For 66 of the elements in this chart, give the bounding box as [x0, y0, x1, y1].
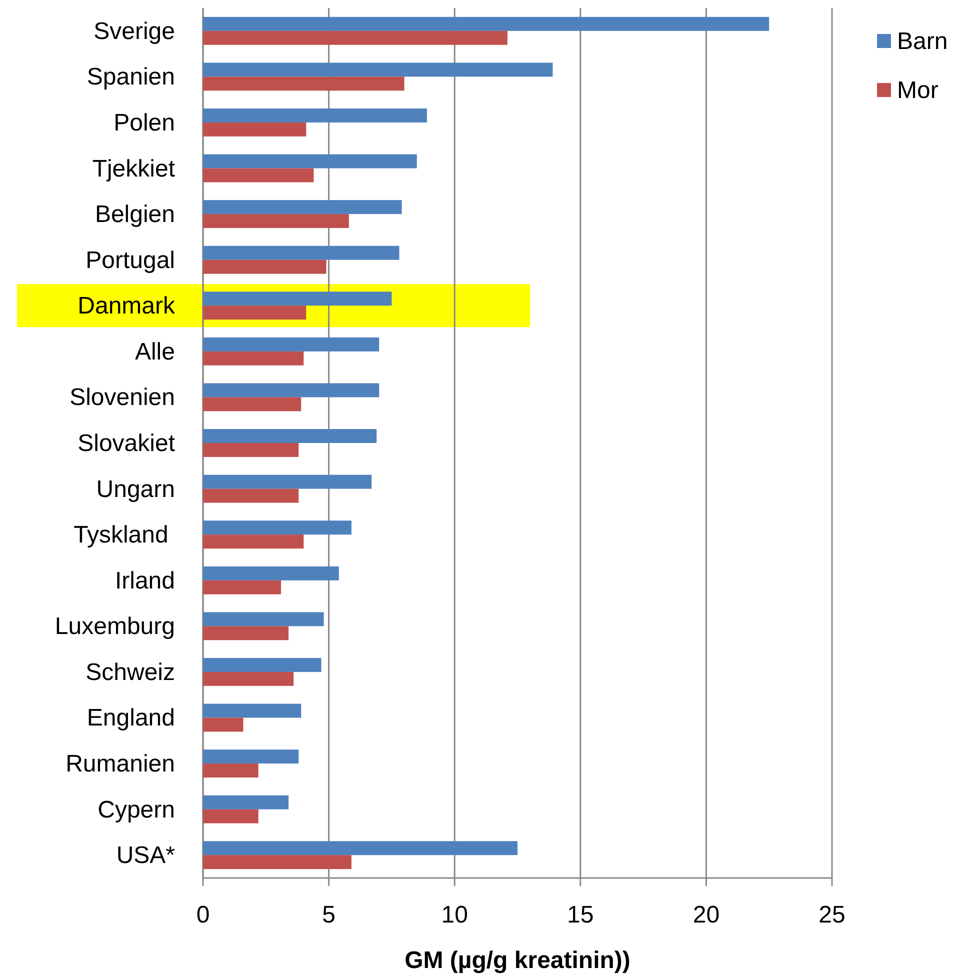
bar: [203, 809, 258, 824]
bar: [203, 750, 299, 764]
y-tick-label: Luxemburg: [54, 612, 175, 640]
bar: [203, 168, 314, 182]
x-tick-label: 0: [196, 902, 210, 928]
bar: [203, 855, 352, 870]
bar: [203, 122, 306, 136]
x-tick-label: 25: [818, 902, 846, 928]
bar: [203, 383, 380, 398]
bar: [203, 62, 553, 77]
bar: [203, 566, 339, 580]
bar: [203, 108, 427, 122]
y-tick-label: Portugal: [86, 246, 175, 274]
bar: [203, 154, 417, 168]
bar: [203, 292, 392, 306]
y-tick-label: Tjekkiet: [92, 154, 176, 182]
bar: [203, 260, 326, 274]
x-axis-title: GM (µg/g kreatinin)): [404, 946, 630, 974]
legend-label: Mor: [897, 76, 938, 104]
bar: [203, 76, 404, 91]
bar: [203, 718, 244, 732]
bar: [203, 764, 258, 778]
y-tick-label: Schweiz: [86, 658, 175, 686]
bar: [203, 429, 377, 443]
y-tick-label: England: [86, 704, 175, 732]
bar: [203, 612, 324, 626]
y-tick-label: Polen: [114, 108, 175, 136]
bar: [203, 704, 302, 718]
bar: [203, 337, 380, 352]
y-tick-label: USA*: [116, 842, 175, 869]
bar: [203, 658, 322, 672]
bar: [203, 520, 352, 535]
bar: [203, 488, 299, 503]
bar: [203, 214, 349, 228]
bar: [203, 795, 289, 810]
y-tick-label: Sverige: [94, 17, 175, 44]
x-tick-label: 15: [567, 902, 594, 928]
bar: [203, 626, 289, 640]
x-tick-label: 20: [692, 902, 720, 928]
bar: [203, 443, 299, 457]
y-tick-label: Rumanien: [66, 750, 175, 778]
bar: [203, 16, 770, 31]
y-tick-label: Slovakiet: [78, 430, 176, 456]
y-tick-label: Spanien: [86, 63, 175, 90]
bar: [203, 672, 294, 686]
bar: [203, 841, 518, 856]
y-tick-label: Slovenien: [70, 384, 175, 411]
y-tick-label: Irland: [114, 566, 175, 594]
bar: [203, 246, 400, 260]
y-tick-label: Tyskland: [74, 521, 175, 548]
y-tick-label: Danmark: [78, 292, 176, 320]
bar: [203, 200, 402, 214]
bar: [203, 534, 304, 549]
x-tick-label: 10: [441, 902, 468, 928]
y-tick-label: Alle: [134, 338, 175, 365]
bar: [203, 30, 508, 45]
bar: [203, 474, 372, 489]
bar: [203, 397, 302, 412]
bar: [203, 351, 304, 366]
bar: [203, 306, 306, 320]
bar: [203, 580, 281, 594]
y-tick-label: Cypern: [98, 796, 175, 823]
legend-label: Barn: [897, 28, 948, 54]
y-tick-label: Ungarn: [96, 475, 175, 502]
y-tick-label: Belgien: [94, 200, 175, 228]
x-tick-label: 5: [322, 902, 336, 928]
